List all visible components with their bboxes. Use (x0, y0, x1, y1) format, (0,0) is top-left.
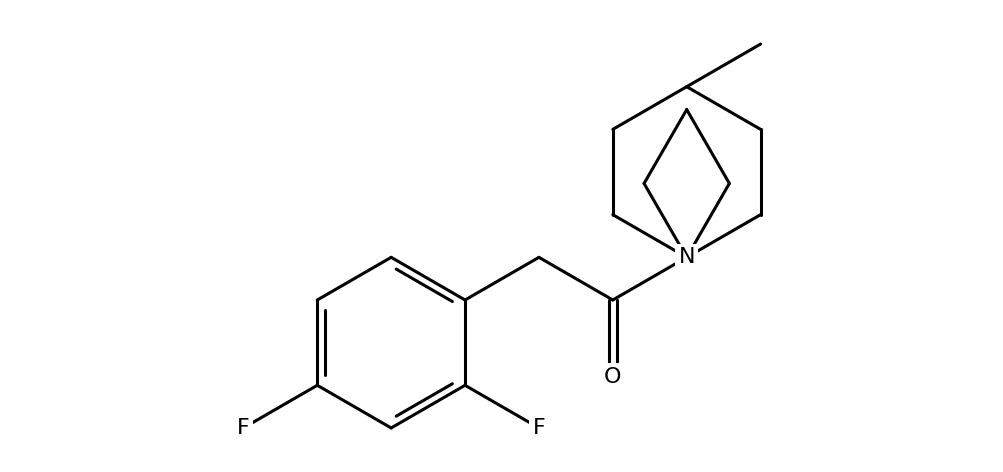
Text: O: O (604, 367, 621, 387)
Text: F: F (237, 418, 250, 438)
Text: F: F (532, 418, 545, 438)
Text: N: N (678, 247, 694, 267)
